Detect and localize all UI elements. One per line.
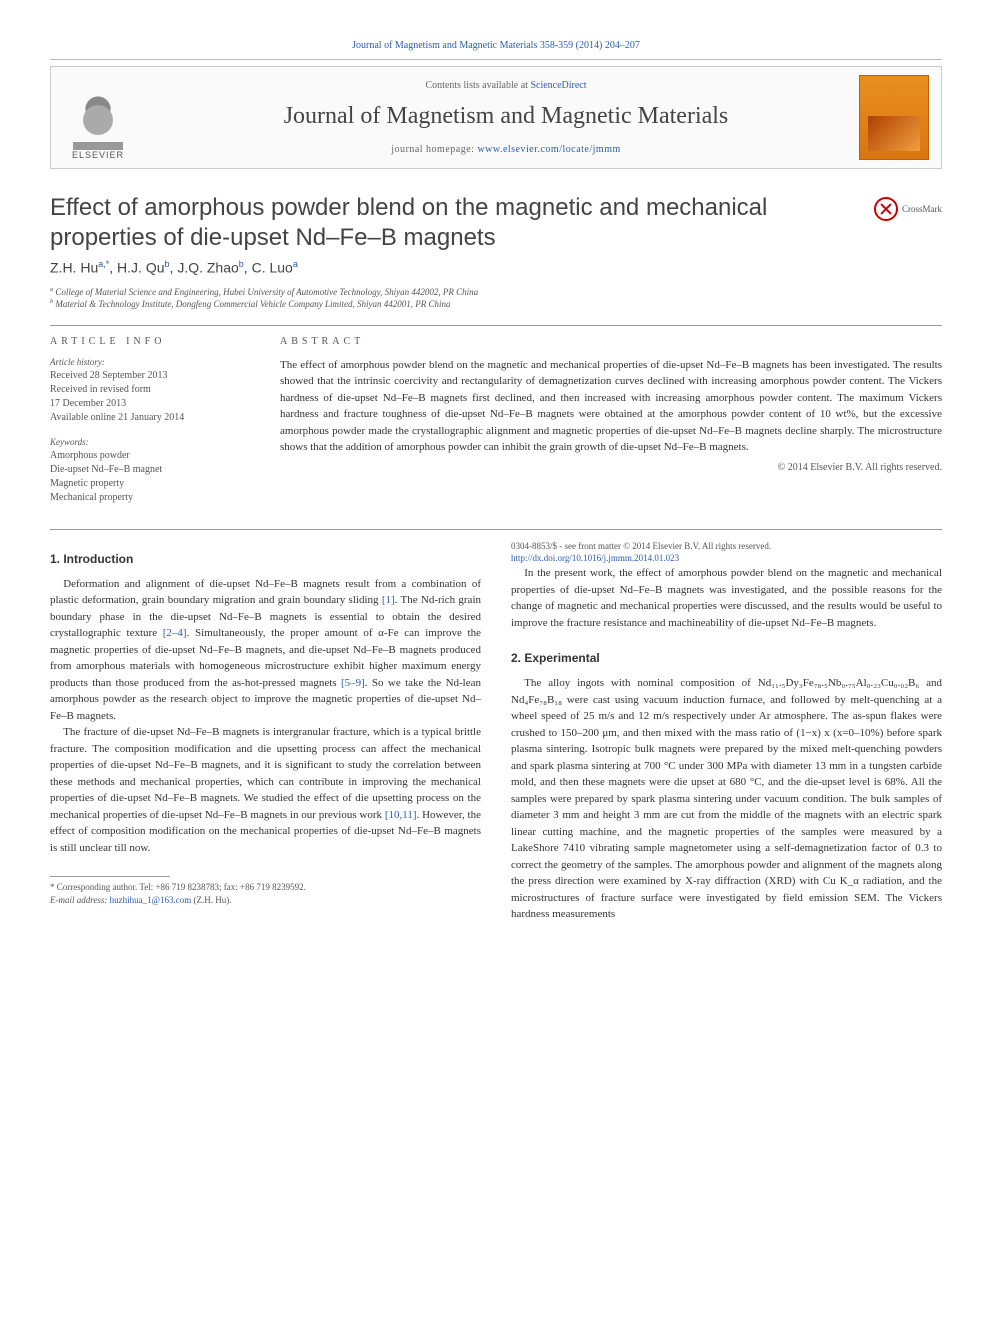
author-3-aff[interactable]: b	[239, 259, 244, 269]
homepage-prefix: journal homepage:	[391, 144, 477, 155]
author-1: Z.H. Hu	[50, 260, 98, 276]
contents-prefix: Contents lists available at	[425, 80, 530, 91]
keyword-1: Amorphous powder	[50, 449, 250, 463]
journal-cover-icon	[859, 75, 929, 160]
email-suffix: (Z.H. Hu).	[191, 895, 231, 905]
doi-link[interactable]: http://dx.doi.org/10.1016/j.jmmm.2014.01…	[511, 553, 679, 563]
affiliations: a College of Material Science and Engine…	[50, 286, 942, 311]
abstract-copyright: © 2014 Elsevier B.V. All rights reserved…	[280, 462, 942, 473]
author-4-aff[interactable]: a	[293, 259, 298, 269]
abstract-column: ABSTRACT The effect of amorphous powder …	[280, 336, 942, 505]
keywords-label: Keywords:	[50, 437, 250, 447]
section-2-heading: 2. Experimental	[511, 649, 942, 667]
crossmark-text: CrossMark	[902, 204, 942, 214]
author-1-aff[interactable]: a,	[98, 259, 106, 269]
history-received: Received 28 September 2013	[50, 369, 250, 383]
footnote-rule	[50, 876, 170, 877]
author-list: Z.H. Hua,*, H.J. Qub, J.Q. Zhaob, C. Luo…	[50, 259, 942, 276]
p2-a: The fracture of die-upset Nd–Fe–B magnet…	[50, 726, 481, 821]
crossmark-badge[interactable]: CrossMark	[874, 197, 942, 221]
corr-line: * Corresponding author. Tel: +86 719 823…	[50, 881, 481, 894]
article-title: Effect of amorphous powder blend on the …	[50, 193, 854, 253]
section-2-para-1: The alloy ingots with nominal compositio…	[511, 675, 942, 923]
author-2-aff[interactable]: b	[165, 259, 170, 269]
section-1-para-2: The fracture of die-upset Nd–Fe–B magnet…	[50, 724, 481, 856]
section-1-para-1: Deformation and alignment of die-upset N…	[50, 576, 481, 725]
email-link[interactable]: huzhihua_1@163.com	[110, 895, 192, 905]
ref-5-9[interactable]: [5–9]	[341, 677, 365, 689]
banner-center: Contents lists available at ScienceDirec…	[153, 80, 859, 155]
ref-2-4[interactable]: [2–4]	[163, 627, 187, 639]
keyword-3: Magnetic property	[50, 477, 250, 491]
homepage-line: journal homepage: www.elsevier.com/locat…	[153, 144, 859, 155]
journal-banner: ELSEVIER Contents lists available at Sci…	[50, 66, 942, 169]
corresponding-footnote: * Corresponding author. Tel: +86 719 823…	[50, 881, 481, 906]
body-columns: 1. Introduction Deformation and alignmen…	[50, 540, 942, 923]
crossmark-icon	[874, 197, 898, 221]
title-row: Effect of amorphous powder blend on the …	[50, 193, 942, 253]
author-3: J.Q. Zhao	[177, 260, 238, 276]
elsevier-tree-icon	[73, 95, 123, 150]
ref-10-11[interactable]: [10,11]	[385, 809, 417, 821]
email-label: E-mail address:	[50, 895, 110, 905]
sciencedirect-link[interactable]: ScienceDirect	[530, 80, 586, 91]
affiliation-a-text: College of Material Science and Engineer…	[55, 287, 478, 297]
affiliation-a: a College of Material Science and Engine…	[50, 286, 942, 299]
affiliation-b-text: Material & Technology Institute, Dongfen…	[55, 299, 450, 309]
history-revised-2: 17 December 2013	[50, 397, 250, 411]
elsevier-logo: ELSEVIER	[63, 75, 133, 160]
contents-line: Contents lists available at ScienceDirec…	[153, 80, 859, 91]
citation-header: Journal of Magnetism and Magnetic Materi…	[50, 40, 942, 51]
citation-link[interactable]: Journal of Magnetism and Magnetic Materi…	[352, 40, 640, 51]
elsevier-text: ELSEVIER	[72, 150, 124, 160]
author-2: H.J. Qu	[117, 260, 164, 276]
info-abstract-row: ARTICLE INFO Article history: Received 2…	[50, 336, 942, 505]
rule-1	[50, 325, 942, 326]
ref-1[interactable]: [1]	[382, 594, 395, 606]
article-info-label: ARTICLE INFO	[50, 336, 250, 347]
journal-name: Journal of Magnetism and Magnetic Materi…	[153, 103, 859, 130]
footer-block: 0304-8853/$ - see front matter © 2014 El…	[511, 540, 942, 565]
keyword-4: Mechanical property	[50, 491, 250, 505]
abstract-label: ABSTRACT	[280, 336, 942, 347]
section-1-heading: 1. Introduction	[50, 550, 481, 568]
abstract-text: The effect of amorphous powder blend on …	[280, 357, 942, 456]
email-line: E-mail address: huzhihua_1@163.com (Z.H.…	[50, 894, 481, 907]
homepage-link[interactable]: www.elsevier.com/locate/jmmm	[477, 144, 620, 155]
footer-line-1: 0304-8853/$ - see front matter © 2014 El…	[511, 540, 942, 553]
rule-2	[50, 529, 942, 530]
article-info-column: ARTICLE INFO Article history: Received 2…	[50, 336, 250, 505]
section-1-para-3: In the present work, the effect of amorp…	[511, 565, 942, 631]
author-4: C. Luo	[252, 260, 293, 276]
history-online: Available online 21 January 2014	[50, 411, 250, 425]
history-revised-1: Received in revised form	[50, 383, 250, 397]
affiliation-b: b Material & Technology Institute, Dongf…	[50, 298, 942, 311]
keyword-2: Die-upset Nd–Fe–B magnet	[50, 463, 250, 477]
history-label: Article history:	[50, 357, 250, 367]
author-1-corr[interactable]: *	[106, 259, 110, 269]
top-rule	[50, 59, 942, 60]
